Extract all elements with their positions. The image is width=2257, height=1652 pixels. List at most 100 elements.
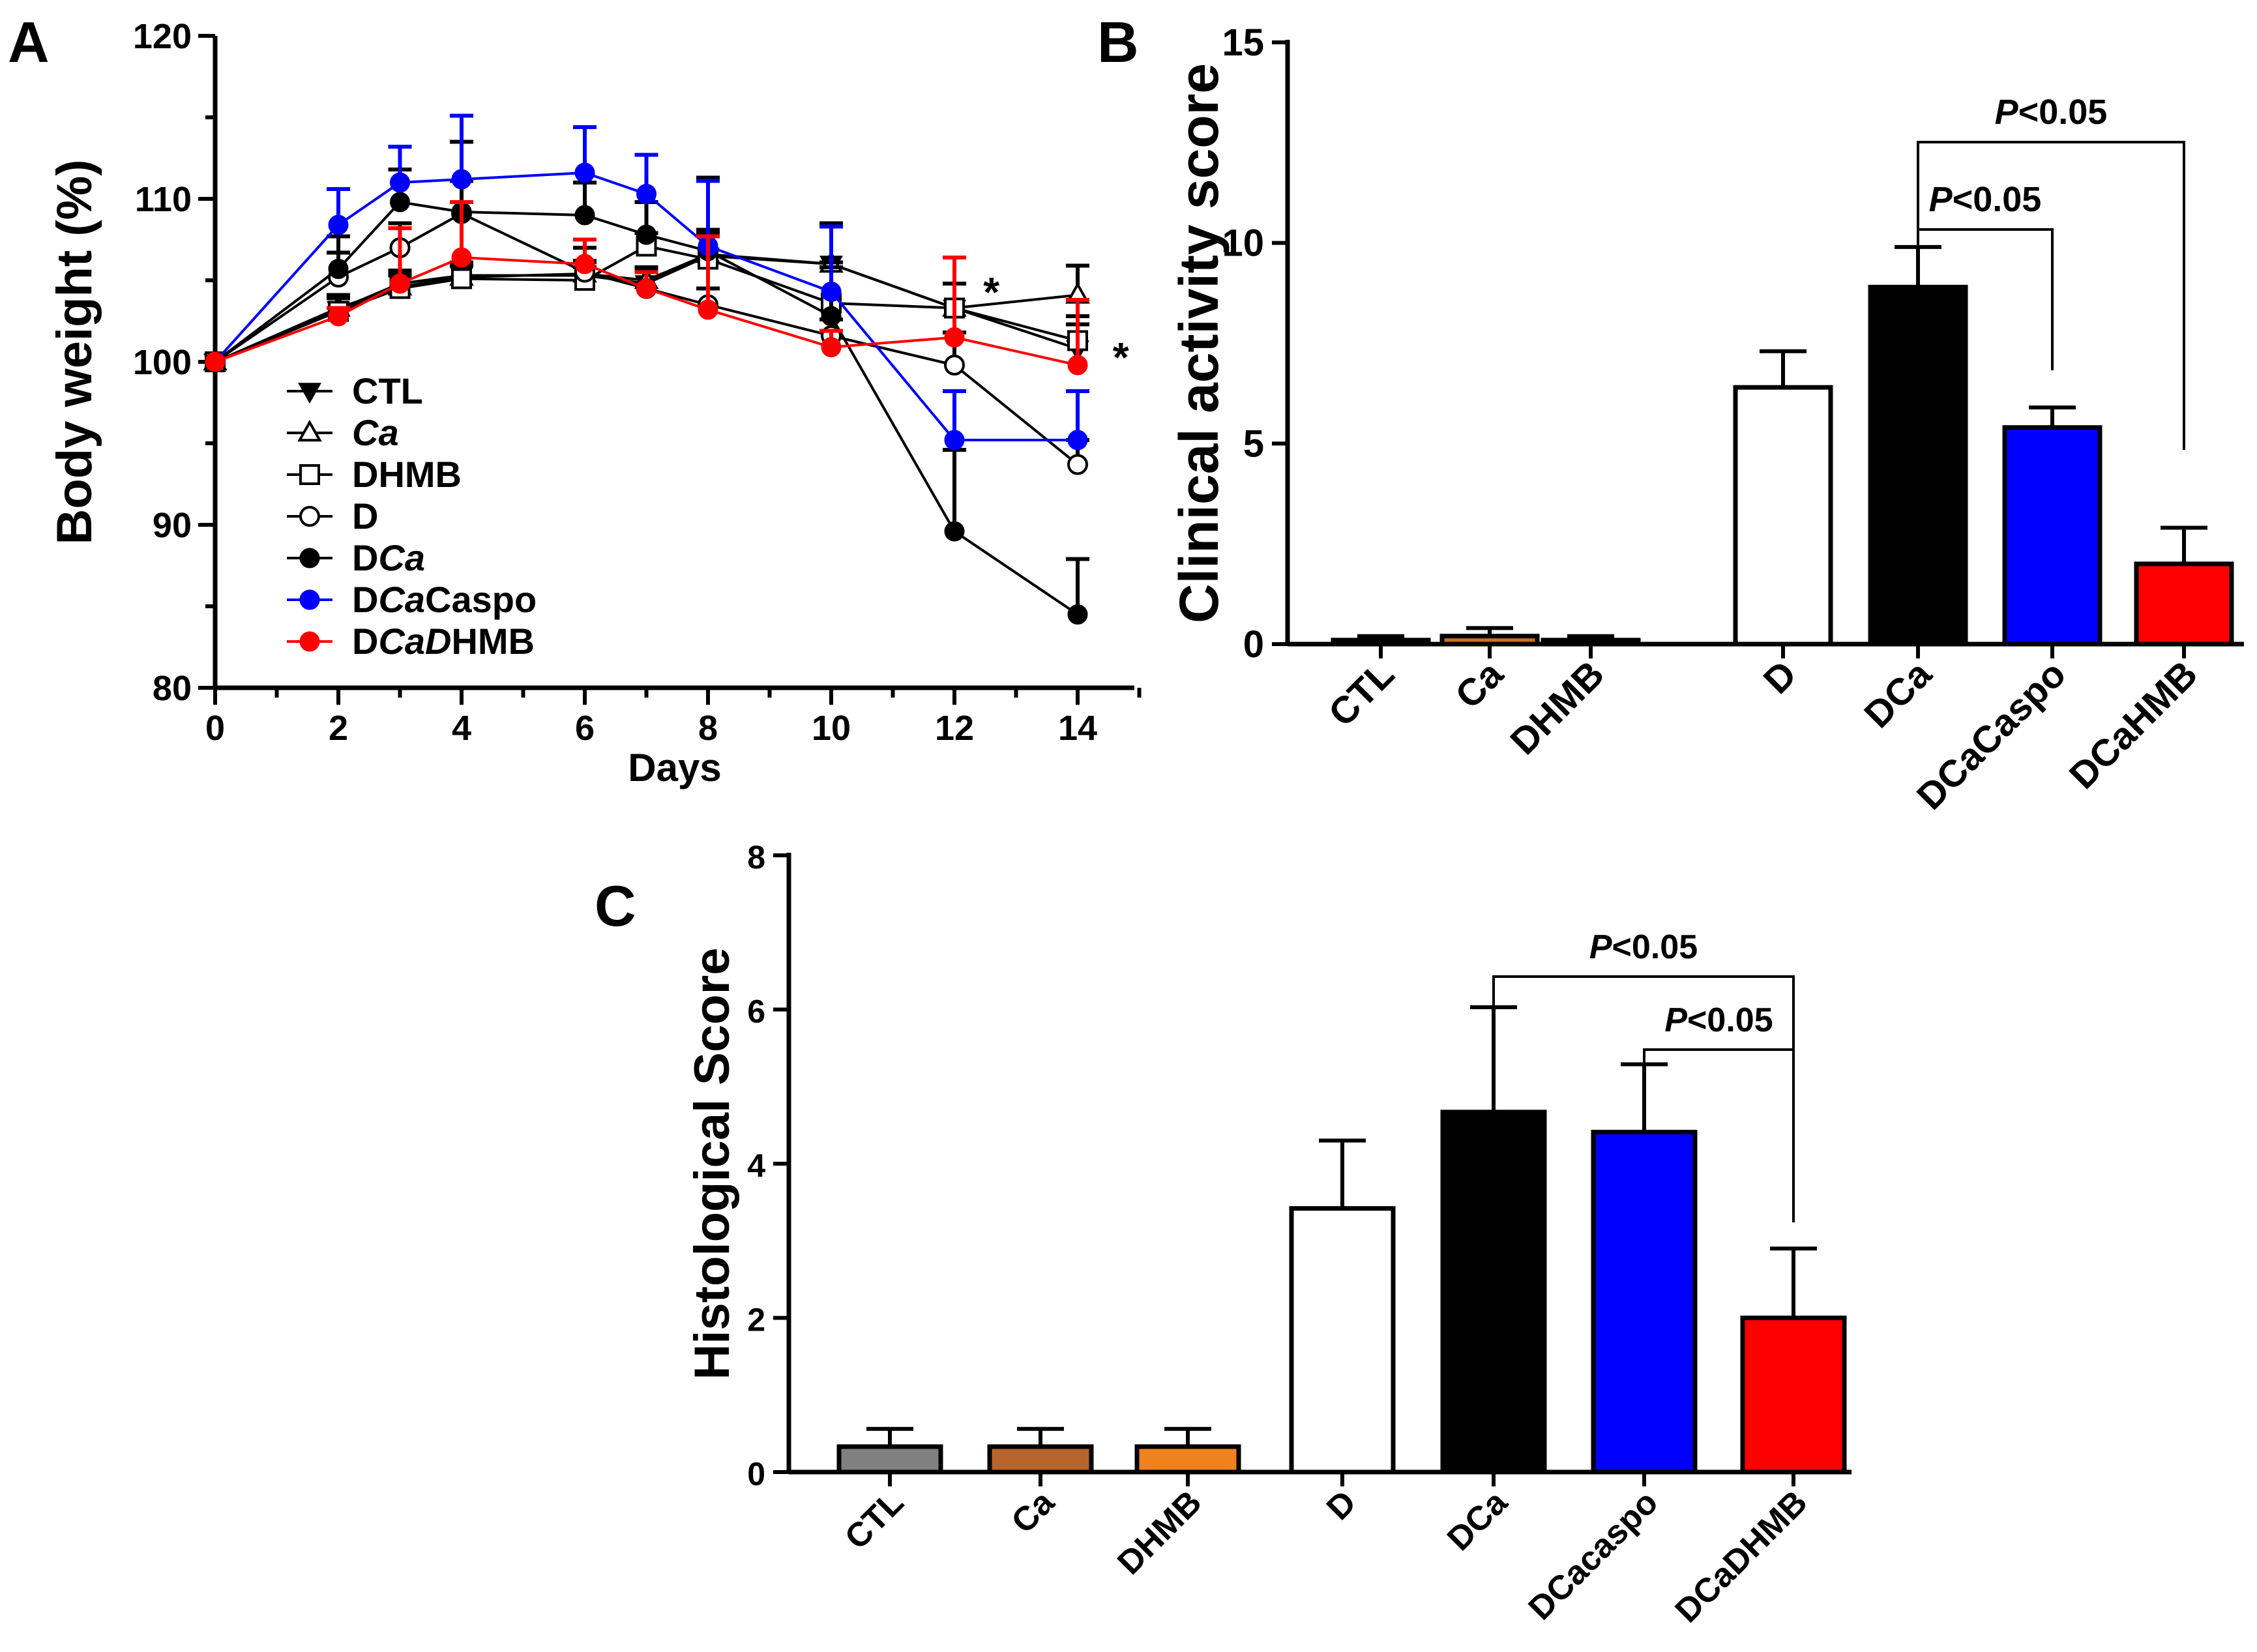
y-tick-label: 8 (747, 839, 765, 876)
p-value-label: P<0.05 (1995, 93, 2108, 132)
data-point (1067, 454, 1088, 475)
y-tick-label: 110 (135, 180, 192, 219)
legend-label: D (352, 495, 378, 537)
data-point (205, 351, 226, 372)
y-tick-label: 90 (153, 506, 192, 545)
data-point (944, 521, 965, 542)
category-label: DHMB (1110, 1483, 1209, 1582)
legend-marker (299, 631, 320, 652)
x-tick-label: 6 (575, 709, 595, 748)
category-label: D (1756, 653, 1805, 702)
data-point (1067, 355, 1088, 376)
p-value-label: P<0.05 (1589, 928, 1698, 966)
data-point (390, 172, 410, 193)
legend-label: Ca (352, 412, 399, 453)
y-tick-label: 15 (1222, 22, 1264, 64)
data-point (328, 214, 349, 235)
legend-marker (299, 548, 320, 568)
y-tick-label: 5 (1243, 422, 1264, 465)
legend-label: DCa (352, 537, 425, 578)
label-part: P (1995, 93, 2019, 132)
p-value-label: P<0.05 (1664, 1001, 1773, 1039)
category-label: CTL (838, 1483, 911, 1556)
legend-marker (297, 419, 322, 442)
label-part: Caspo (425, 579, 537, 620)
label-part: D (352, 495, 378, 537)
label-part: HMB (451, 621, 535, 662)
category-label: DCa (1440, 1483, 1515, 1558)
y-tick-label: 6 (747, 994, 765, 1030)
series-line (214, 171, 1078, 441)
data-point (1067, 430, 1088, 450)
legend-marker (298, 383, 321, 404)
data-point (821, 282, 842, 302)
x-tick-label: 0 (205, 709, 225, 748)
bar-DCa (1440, 1110, 1547, 1475)
category-label: DHMB (1502, 653, 1612, 763)
category-label: DCa (1856, 653, 1940, 737)
data-point (698, 299, 718, 320)
category-label: D (1320, 1483, 1364, 1527)
data-point (451, 268, 472, 289)
significance-asterisk: * (1113, 334, 1129, 381)
y-tick-label: 120 (133, 17, 192, 56)
category-label: CTL (1321, 653, 1403, 735)
legend-label: DHMB (352, 454, 462, 495)
label-part: CTL (352, 370, 423, 411)
category-label: Ca (1004, 1483, 1062, 1541)
bar-DCacaspo (1591, 1130, 1698, 1475)
y-tick-label: 100 (133, 343, 192, 382)
bar-D (1289, 1206, 1396, 1475)
data-point (574, 162, 595, 183)
data-point (944, 430, 965, 450)
panel-label-a: A (8, 10, 50, 74)
label-part: P (1589, 928, 1612, 966)
significance-bracket (1917, 141, 2185, 450)
significance-bracket (1643, 1048, 1795, 1222)
series-line (214, 256, 1078, 366)
label-part: Ca (352, 412, 399, 453)
data-point (328, 259, 349, 279)
bar-D (1733, 385, 1833, 647)
significance-asterisk: * (983, 269, 999, 316)
p-value-label: P<0.05 (1929, 180, 2042, 219)
data-point (636, 184, 656, 204)
label-part: <0.05 (2018, 93, 2108, 132)
category-label: Ca (1447, 653, 1512, 717)
y-tick-label: 10 (1222, 222, 1264, 265)
data-point (636, 224, 656, 245)
label-part: DHMB (352, 454, 462, 495)
bar-DHMB (1541, 638, 1641, 647)
bar-DCaHMB (2134, 561, 2234, 647)
x-tick-label: 10 (812, 709, 851, 748)
label-part: Ca (378, 579, 425, 620)
label-part: <0.05 (1953, 180, 2042, 219)
x-axis-title: Days (628, 746, 721, 789)
legend-marker (299, 589, 320, 610)
label-part: D (352, 621, 378, 662)
data-point (390, 273, 410, 294)
label-part: <0.05 (1612, 928, 1698, 966)
panel-a-line-chart: 80 90 100 110 120 0 2 4 6 8 10 12 14 Days Body weight … (47, 17, 1142, 789)
data-point (1067, 604, 1088, 625)
data-point (390, 192, 410, 213)
data-point (944, 327, 965, 347)
bar-CTL (836, 1444, 943, 1475)
data-point (574, 205, 595, 226)
label-part: D (352, 537, 378, 578)
series-DCaDHMB (205, 200, 1089, 376)
data-point (328, 306, 349, 327)
panel-label-b: B (1097, 10, 1139, 74)
legend-marker (299, 464, 320, 485)
label-part: D (352, 579, 378, 620)
bar-DCa (1868, 284, 1968, 647)
legend-label: DCaCaspo (352, 579, 537, 620)
y-tick-label: 80 (153, 669, 192, 708)
bar-Ca (987, 1444, 1094, 1475)
significance-bracket (1917, 228, 2054, 370)
bar-DHMB (1134, 1444, 1241, 1475)
data-point (574, 254, 595, 274)
bar-DCaDHMB (1740, 1316, 1847, 1475)
